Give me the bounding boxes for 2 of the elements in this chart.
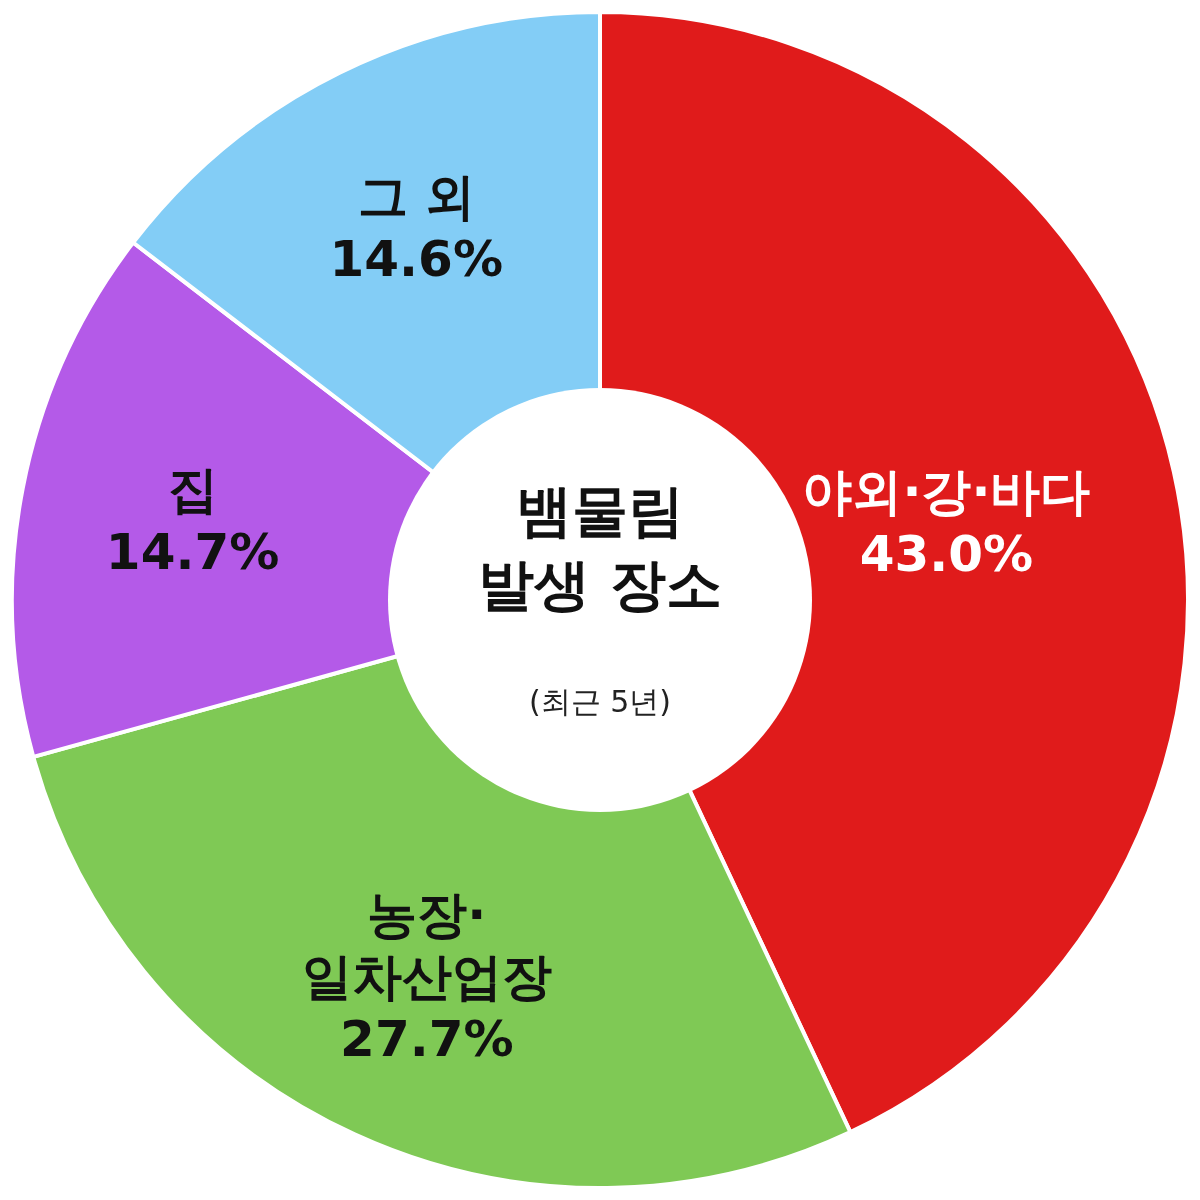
subtitle: (최근 5년) — [529, 684, 671, 719]
title: 뱀물림 발생 장소 — [478, 478, 722, 617]
